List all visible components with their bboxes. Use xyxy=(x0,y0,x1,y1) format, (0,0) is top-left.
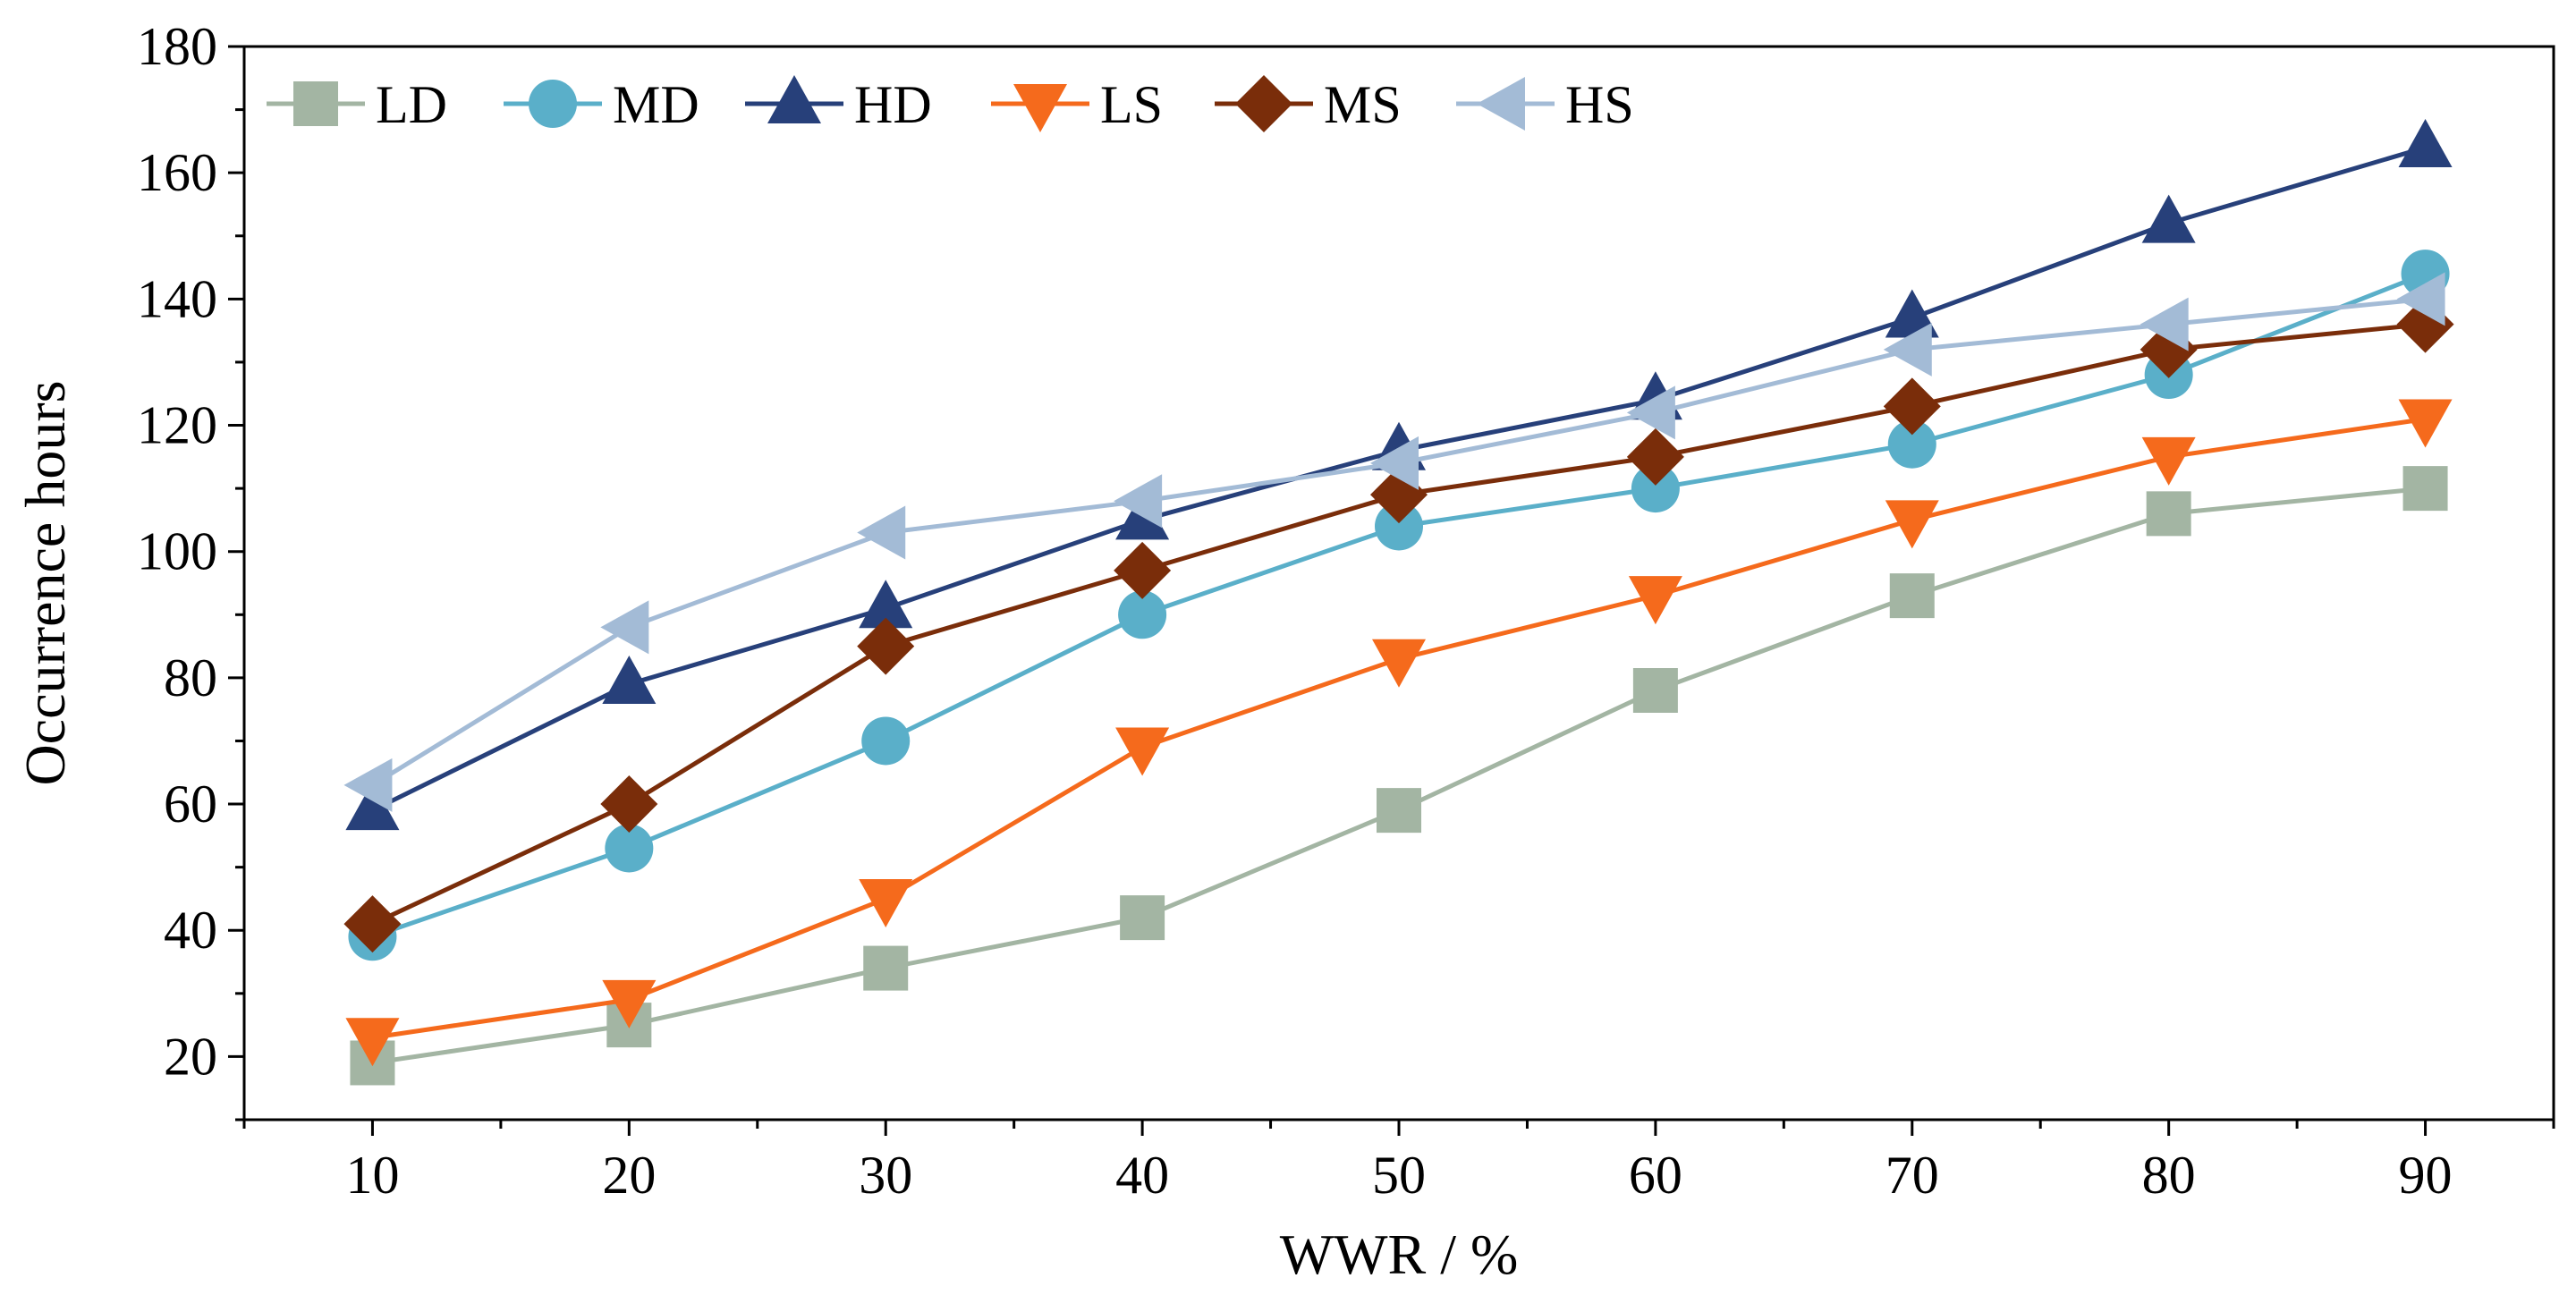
data-point-ls xyxy=(1628,576,1682,625)
x-tick-label: 90 xyxy=(2399,1146,2453,1205)
data-point-md xyxy=(1631,464,1680,513)
y-tick-label: 140 xyxy=(137,269,217,328)
data-point-ls xyxy=(602,979,657,1028)
series-ms xyxy=(343,295,2454,953)
data-point-ld xyxy=(1632,668,1678,713)
y-axis-title: Occurrence hours xyxy=(13,380,77,785)
data-point-hd xyxy=(602,655,657,704)
data-point-ls xyxy=(1372,639,1426,688)
series-line-md xyxy=(371,271,2427,939)
data-point-hd xyxy=(1885,289,1939,338)
data-point-ld xyxy=(2402,466,2448,512)
data-point-ld xyxy=(1120,895,1165,941)
legend-item-hs: HS xyxy=(1456,75,1634,134)
x-axis-title: WWR / % xyxy=(1280,1223,1519,1286)
axis-ticks: 10 20 30 40 50 60 70 80 90 20 40 60 80 100 120 140 160 18… xyxy=(137,17,2555,1205)
y-tick-label: 160 xyxy=(137,143,217,202)
data-point-hs xyxy=(1370,436,1419,490)
data-point-hs xyxy=(1883,322,1932,377)
data-point-ld xyxy=(1377,788,1421,834)
legend-item-ld: LD xyxy=(267,75,447,134)
y-tick-label: 40 xyxy=(164,901,217,960)
data-point-md xyxy=(1375,502,1423,551)
legend-label: LD xyxy=(376,75,447,134)
y-tick-label: 60 xyxy=(164,774,217,834)
data-point-ls xyxy=(1885,500,1939,549)
legend-marker-ld xyxy=(293,81,338,126)
series-ls xyxy=(345,399,2453,1067)
legend-item-hd: HD xyxy=(745,75,932,134)
legend-marker-hd xyxy=(767,75,821,123)
data-point-ms xyxy=(343,895,402,953)
data-point-ls xyxy=(1115,727,1170,776)
data-point-md xyxy=(861,716,911,766)
y-tick-label: 80 xyxy=(164,648,217,707)
y-tick-label: 180 xyxy=(137,17,217,76)
data-point-ls xyxy=(2141,436,2196,486)
x-tick-label: 50 xyxy=(1372,1146,1426,1205)
data-point-ms xyxy=(1114,541,1172,599)
legend-item-md: MD xyxy=(504,75,699,134)
x-tick-label: 20 xyxy=(602,1146,656,1205)
legend-marker-ls xyxy=(1013,84,1067,132)
series-line-ms xyxy=(371,322,2426,927)
data-point-hs xyxy=(2396,272,2445,326)
data-point-ms xyxy=(600,775,658,834)
x-tick-label: 40 xyxy=(1115,1146,1169,1205)
legend-marker-md xyxy=(529,80,577,128)
data-point-hs xyxy=(343,758,393,812)
data-point-ld xyxy=(2146,491,2191,537)
plot-frame xyxy=(242,45,2555,1121)
legend-label: MD xyxy=(613,75,699,134)
data-point-hd xyxy=(859,580,913,629)
legend-label: LS xyxy=(1100,75,1163,134)
x-tick-label: 70 xyxy=(1885,1146,1939,1205)
data-point-ls xyxy=(345,1018,400,1067)
data-point-hd xyxy=(345,782,400,831)
data-point-ls xyxy=(859,878,913,927)
y-tick-label: 120 xyxy=(137,396,217,455)
x-tick-label: 10 xyxy=(345,1146,399,1205)
data-point-ld xyxy=(1889,573,1935,619)
y-tick-label: 20 xyxy=(164,1027,217,1086)
legend-marker-hs xyxy=(1477,77,1525,131)
data-point-ms xyxy=(857,617,915,675)
data-point-md xyxy=(1887,419,1936,469)
data-point-hs xyxy=(2140,297,2189,351)
legend-label: MS xyxy=(1324,75,1402,134)
data-point-md xyxy=(1118,590,1167,639)
y-tick-label: 100 xyxy=(137,522,217,581)
data-point-ld xyxy=(863,945,909,991)
x-tick-label: 30 xyxy=(859,1146,912,1205)
data-point-ms xyxy=(1883,377,1941,436)
data-point-md xyxy=(605,824,654,873)
data-point-hd xyxy=(2398,118,2453,167)
data-point-hd xyxy=(2141,194,2196,243)
legend-marker-ms xyxy=(1235,75,1292,132)
series-hs xyxy=(343,272,2445,812)
legend-item-ms: MS xyxy=(1215,75,1402,134)
data-point-ls xyxy=(2398,399,2453,448)
data-point-hs xyxy=(1626,385,1675,440)
legend: LD MD HD LS MS HS xyxy=(267,75,1634,134)
data-point-hs xyxy=(1114,474,1163,529)
series-layer xyxy=(343,118,2454,1086)
x-tick-label: 80 xyxy=(2142,1146,2196,1205)
legend-label: HD xyxy=(854,75,932,134)
data-point-hs xyxy=(857,505,906,560)
data-point-hs xyxy=(600,600,649,655)
series-ld xyxy=(350,466,2448,1086)
legend-label: HS xyxy=(1565,75,1634,134)
series-line-ld xyxy=(372,486,2426,1065)
legend-item-ls: LS xyxy=(991,75,1163,134)
data-point-ms xyxy=(1626,427,1684,486)
x-tick-label: 60 xyxy=(1629,1146,1682,1205)
